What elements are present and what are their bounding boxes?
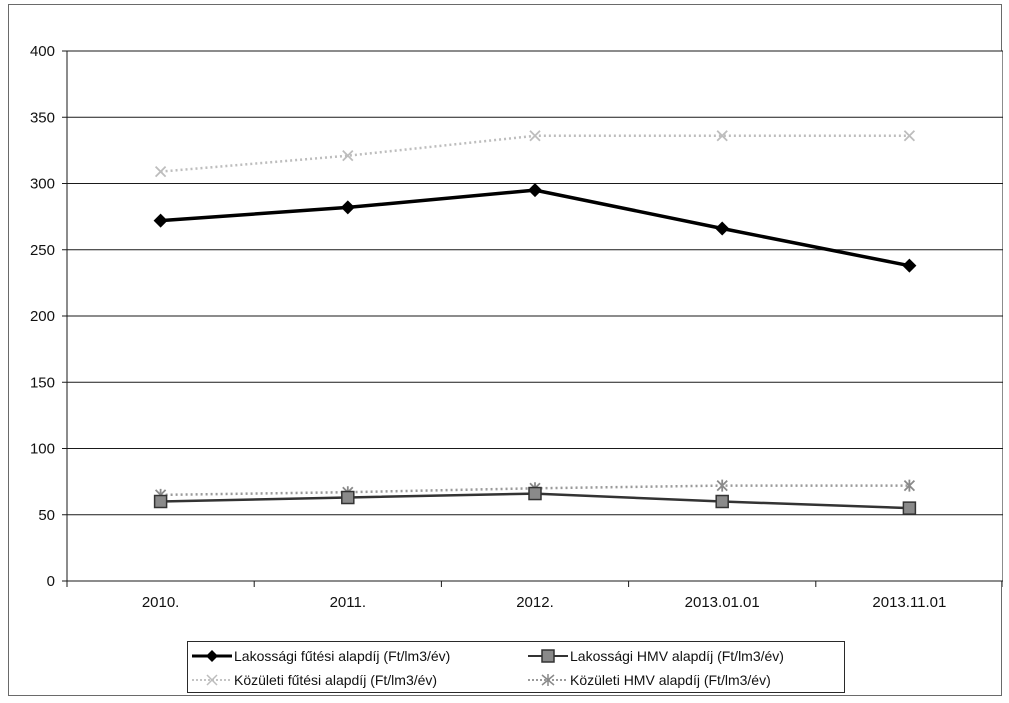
chart-frame: 0 50 100 150 200 250 300 350 400 2010. 2011. 2012.… xyxy=(8,4,1003,696)
y-tick-label: 400 xyxy=(30,43,55,60)
data-point-diamond xyxy=(715,221,730,236)
legend-label: Lakossági HMV alapdíj (Ft/lm3/év) xyxy=(570,648,784,664)
legend-swatch-star xyxy=(528,674,568,686)
line-chart: 0 50 100 150 200 250 300 350 400 2010. 2011. 2012.… xyxy=(30,43,1003,611)
legend-item: Lakossági HMV alapdíj (Ft/lm3/év) xyxy=(528,644,784,668)
y-tick-label: 250 xyxy=(30,242,55,259)
x-tick-label: 2013.11.01 xyxy=(872,594,946,611)
data-point-square xyxy=(153,494,168,509)
y-tick-label: 150 xyxy=(30,374,55,391)
x-tick-label: 2013.01.01 xyxy=(685,594,760,611)
y-tick-label: 350 xyxy=(30,109,55,126)
x-tick-label: 2011. xyxy=(330,594,366,611)
data-point-cross xyxy=(903,130,916,142)
y-tick-label: 0 xyxy=(47,573,55,590)
x-axis-ticks: 2010. 2011. 2012. 2013.01.01 2013.11.01 xyxy=(66,581,1003,611)
data-point-diamond xyxy=(902,258,917,273)
legend: Lakossági fűtési alapdíj (Ft/lm3/év) Lak… xyxy=(187,641,845,693)
grid-lines xyxy=(67,50,1003,516)
legend-item: Lakossági fűtési alapdíj (Ft/lm3/év) xyxy=(192,644,450,668)
data-point-square xyxy=(902,501,917,515)
y-axis-ticks: 0 50 100 150 200 250 300 350 400 xyxy=(30,43,67,590)
y-tick-label: 200 xyxy=(30,308,55,325)
legend-swatch-diamond xyxy=(192,650,232,662)
data-point-star xyxy=(716,479,728,492)
legend-item: Közületi fűtési alapdíj (Ft/lm3/év) xyxy=(192,668,437,692)
data-point-diamond xyxy=(153,213,168,228)
legend-item: Közületi HMV alapdíj (Ft/lm3/év) xyxy=(528,668,771,692)
data-point-square xyxy=(715,494,729,509)
y-tick-label: 50 xyxy=(38,507,55,524)
data-point-cross xyxy=(529,130,541,142)
series-lines xyxy=(153,130,917,515)
data-point-diamond xyxy=(528,183,542,198)
legend-swatch-cross xyxy=(192,674,232,686)
y-tick-label: 300 xyxy=(30,176,55,193)
legend-label: Lakossági fűtési alapdíj (Ft/lm3/év) xyxy=(234,648,451,664)
legend-swatch-square xyxy=(528,649,568,663)
data-point-cross xyxy=(154,165,167,178)
y-tick-label: 100 xyxy=(30,441,55,458)
data-point-star xyxy=(903,479,916,492)
legend-label: Közületi fűtési alapdíj (Ft/lm3/év) xyxy=(234,672,438,688)
data-point-square xyxy=(341,490,355,505)
data-point-cross xyxy=(342,150,354,162)
x-tick-label: 2010. xyxy=(142,594,180,611)
legend-label: Közületi HMV alapdíj (Ft/lm3/év) xyxy=(570,672,771,688)
x-tick-label: 2012. xyxy=(516,594,554,611)
data-point-cross xyxy=(716,130,728,142)
data-point-square xyxy=(528,486,542,501)
data-point-diamond xyxy=(340,200,355,215)
